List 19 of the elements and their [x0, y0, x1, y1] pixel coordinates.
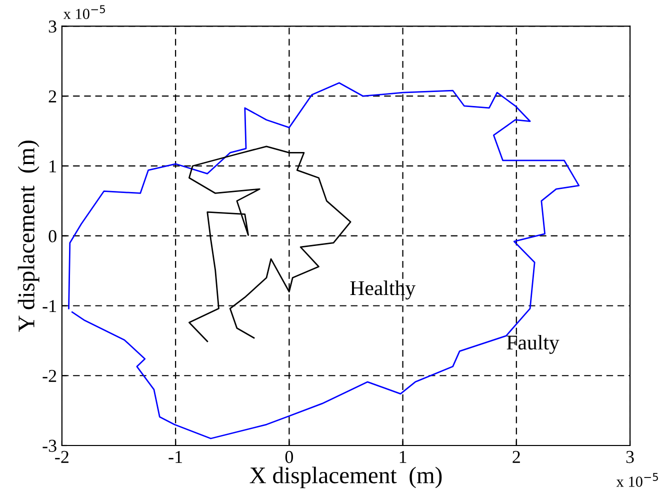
- y-tick-label: 0: [48, 230, 56, 242]
- line-series: [68, 82, 580, 440]
- y-tick-label: 3: [48, 20, 56, 33]
- y-tick-label: -3: [42, 440, 56, 452]
- text: x 10$^{−5}$: [63, 5, 105, 20]
- x-tick-label: 3: [626, 450, 634, 464]
- y-tick-label: 2: [48, 90, 56, 102]
- x-tick-label: 1: [400, 450, 406, 463]
- annotation: Healthy: [350, 280, 416, 300]
- text: x 10$^{−5}$: [616, 473, 658, 487]
- y-tick-label: -2: [42, 370, 56, 382]
- x-tick-label: 0: [285, 450, 294, 464]
- y-axis-title: Y displacement (m): [18, 140, 40, 332]
- y-tick-label: -1: [42, 300, 56, 312]
- x-axis-title: X displacement (m): [250, 466, 442, 488]
- x-tick-label: 2: [512, 450, 520, 463]
- annotation: Faulty: [506, 334, 560, 354]
- x-tick-label: -1: [168, 450, 182, 463]
- y-tick-label: 1: [50, 160, 56, 172]
